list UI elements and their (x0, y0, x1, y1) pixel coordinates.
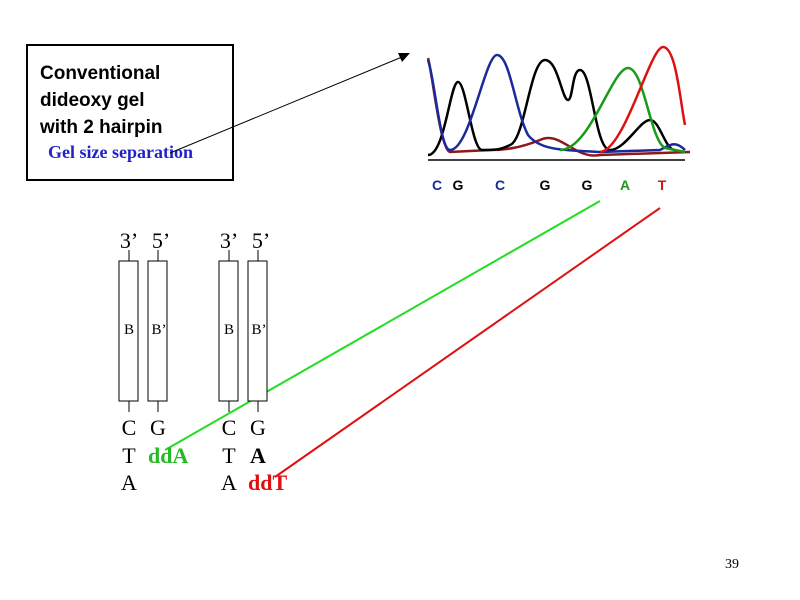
base-call: G (582, 177, 593, 193)
strand-end: 5’ (252, 228, 270, 253)
base: ddA (148, 443, 188, 468)
base-call: A (620, 177, 630, 193)
green-link (164, 200, 601, 451)
strand-label: B (224, 322, 234, 338)
box-line: with 2 hairpin (39, 117, 162, 138)
base: A (121, 470, 137, 495)
arrow-head (398, 53, 410, 62)
base: T (122, 443, 136, 468)
trace (427, 58, 676, 157)
strand-end: 5’ (152, 228, 170, 253)
strand-end: 3’ (120, 228, 138, 253)
base: A (221, 470, 237, 495)
trace (599, 45, 687, 154)
box-caption: Gel size separation (48, 142, 193, 162)
strand-end: 3’ (220, 228, 238, 253)
strand-label: B’ (252, 322, 267, 338)
base: T (222, 443, 236, 468)
base: C (222, 415, 237, 440)
base-call: C (495, 177, 505, 193)
base-call: G (540, 177, 551, 193)
base-call: T (658, 177, 667, 193)
trace (426, 53, 686, 154)
box-line: dideoxy gel (40, 90, 145, 111)
arrow (169, 56, 403, 154)
trace (559, 66, 686, 154)
chromatogram (426, 45, 691, 161)
base: ddT (248, 470, 287, 495)
strand-label: B (124, 322, 134, 338)
base: A (250, 443, 266, 468)
text-box (26, 44, 234, 181)
page-number: 39 (725, 557, 739, 572)
box-line: Conventional (40, 63, 160, 84)
base: G (150, 415, 166, 440)
base-call: G (453, 177, 464, 193)
strand-label: B’ (152, 322, 167, 338)
base: G (250, 415, 266, 440)
base-call: C (432, 177, 442, 193)
red-link (274, 207, 661, 478)
base: C (122, 415, 137, 440)
